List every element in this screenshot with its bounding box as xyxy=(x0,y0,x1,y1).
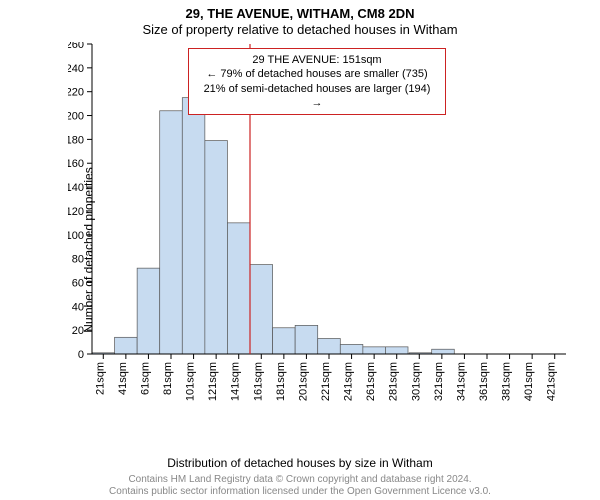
svg-text:140: 140 xyxy=(68,182,84,194)
svg-text:180: 180 xyxy=(68,134,84,146)
chart-title-2: Size of property relative to detached ho… xyxy=(0,22,600,37)
svg-text:81sqm: 81sqm xyxy=(162,362,174,395)
chart-title-1: 29, THE AVENUE, WITHAM, CM8 2DN xyxy=(0,6,600,21)
svg-text:421sqm: 421sqm xyxy=(546,362,558,401)
svg-text:161sqm: 161sqm xyxy=(252,362,264,401)
svg-text:61sqm: 61sqm xyxy=(139,362,151,395)
svg-text:80: 80 xyxy=(72,254,84,266)
svg-text:261sqm: 261sqm xyxy=(365,362,377,401)
svg-text:381sqm: 381sqm xyxy=(501,362,513,401)
svg-text:100: 100 xyxy=(68,230,84,242)
footer-line-1: Contains HM Land Registry data © Crown c… xyxy=(0,474,600,486)
footer-line-2: Contains public sector information licen… xyxy=(0,486,600,498)
svg-text:120: 120 xyxy=(68,206,84,218)
svg-text:201sqm: 201sqm xyxy=(297,362,309,401)
svg-text:20: 20 xyxy=(72,325,84,337)
svg-text:160: 160 xyxy=(68,158,84,170)
svg-text:260: 260 xyxy=(68,42,84,51)
svg-text:41sqm: 41sqm xyxy=(117,362,129,395)
plot-area: 0 20 40 60 80 100 120 140 160 180 200 220 240 260 21sq… xyxy=(68,42,568,402)
svg-text:0: 0 xyxy=(78,349,84,361)
svg-text:101sqm: 101sqm xyxy=(185,362,197,401)
svg-text:220: 220 xyxy=(68,87,84,99)
annotation-line-3: 21% of semi-detached houses are larger (… xyxy=(197,82,437,111)
svg-text:221sqm: 221sqm xyxy=(320,362,332,401)
svg-text:240: 240 xyxy=(68,63,84,75)
annotation-line-1: 29 THE AVENUE: 151sqm xyxy=(197,53,437,67)
svg-text:121sqm: 121sqm xyxy=(207,362,219,401)
svg-text:60: 60 xyxy=(72,277,84,289)
svg-text:341sqm: 341sqm xyxy=(455,362,467,401)
svg-text:181sqm: 181sqm xyxy=(275,362,287,401)
svg-text:281sqm: 281sqm xyxy=(388,362,400,401)
svg-text:401sqm: 401sqm xyxy=(523,362,535,401)
annotation-box: 29 THE AVENUE: 151sqm ← 79% of detached … xyxy=(188,48,446,115)
svg-text:241sqm: 241sqm xyxy=(343,362,355,401)
footer: Contains HM Land Registry data © Crown c… xyxy=(0,474,600,498)
svg-text:21sqm: 21sqm xyxy=(94,362,106,395)
x-axis-label: Distribution of detached houses by size … xyxy=(0,456,600,470)
chart-container: 29, THE AVENUE, WITHAM, CM8 2DN Size of … xyxy=(0,0,600,500)
svg-text:321sqm: 321sqm xyxy=(433,362,445,401)
svg-text:301sqm: 301sqm xyxy=(410,362,422,401)
annotation-line-2: ← 79% of detached houses are smaller (73… xyxy=(197,67,437,81)
svg-text:40: 40 xyxy=(72,301,84,313)
svg-text:361sqm: 361sqm xyxy=(478,362,490,401)
svg-text:200: 200 xyxy=(68,111,84,123)
svg-text:141sqm: 141sqm xyxy=(230,362,242,401)
